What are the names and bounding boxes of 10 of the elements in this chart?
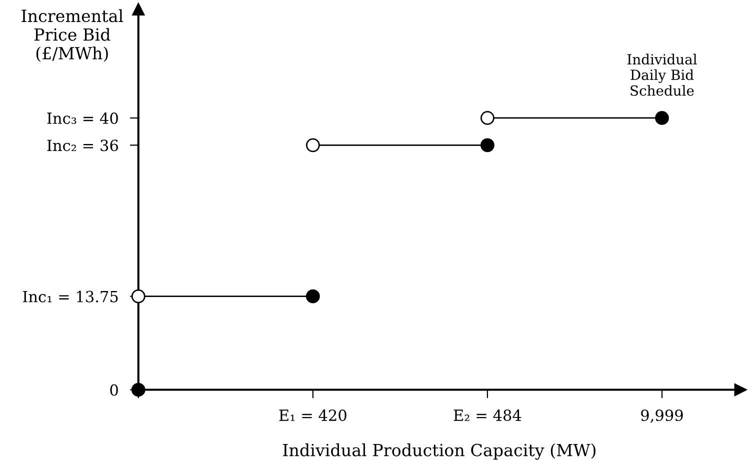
y-tick-label: Inc₁ = 13.75 xyxy=(22,290,118,302)
annotation: Individual Daily Bid Schedule xyxy=(627,54,697,96)
x-tick-label: 9,999 xyxy=(641,409,683,423)
x-tick-label: E₁ = 420 xyxy=(279,409,346,422)
x-axis-title: Individual Production Capacity (MW) xyxy=(283,443,596,460)
x-tick-label: E₂ = 484 xyxy=(454,409,522,422)
y-tick-label: Inc₂ = 36 xyxy=(47,140,118,152)
y-tick-label: Inc₃ = 40 xyxy=(47,112,118,124)
y-tick-label: 0 xyxy=(110,384,118,396)
y-axis-title: Incremental Price Bid (£/MWh) xyxy=(22,9,124,62)
